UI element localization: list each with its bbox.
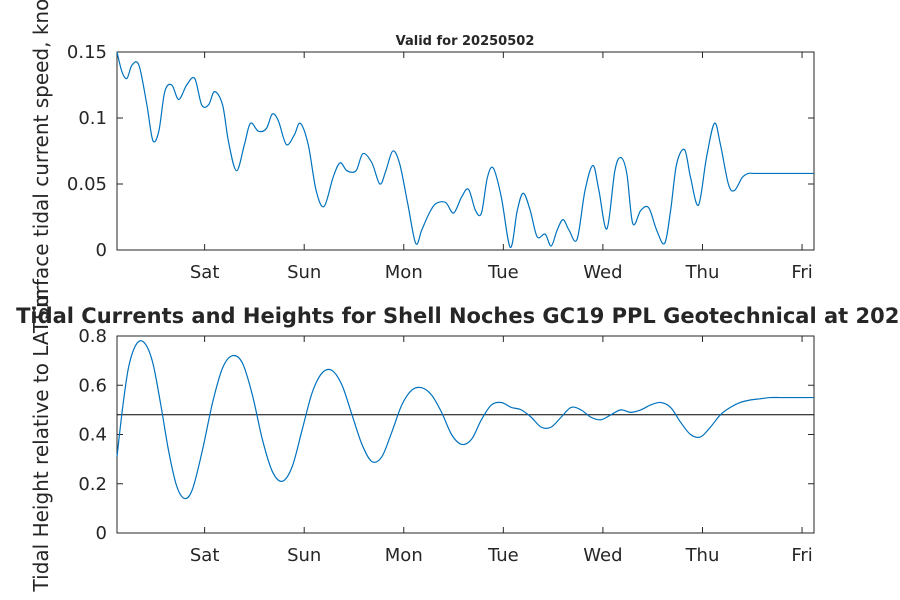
y-tick-label: 0.15 <box>67 42 107 63</box>
plot-area <box>116 335 815 534</box>
x-tick-label: Wed <box>583 262 622 283</box>
x-tick-label: Thu <box>685 545 720 566</box>
x-tick-label: Wed <box>583 545 622 566</box>
y-tick-label: 0.6 <box>78 375 107 396</box>
y-tick-label: 0.05 <box>67 174 107 195</box>
x-tick-label: Tue <box>487 545 519 566</box>
series-line <box>116 340 814 500</box>
y-axis-label: Surface tidal current speed, knots <box>29 0 53 320</box>
x-ticks: Sat Sun Mon Tue Wed Thu Fri <box>190 336 813 566</box>
y-axis-label: Tidal Height relative to LAT, m <box>29 289 53 593</box>
x-tick-label: Mon <box>385 545 423 566</box>
x-ticks: Sat Sun Mon Tue Wed Thu Fri <box>190 52 813 283</box>
plot-area <box>116 51 815 251</box>
y-tick-label: 0.4 <box>78 425 107 446</box>
y-ticks: 0 0.2 0.4 0.6 0.8 <box>78 326 814 544</box>
y-tick-label: 0.1 <box>78 108 107 129</box>
chart-title: Valid for 20250502 <box>396 34 535 49</box>
y-tick-label: 0.8 <box>78 326 107 347</box>
x-tick-label: Sat <box>190 545 220 566</box>
x-tick-label: Fri <box>791 545 812 566</box>
x-tick-label: Sat <box>190 262 220 283</box>
y-ticks: 0 0.05 0.1 0.15 <box>67 42 814 261</box>
y-tick-label: 0 <box>96 523 107 544</box>
series-line <box>116 51 814 248</box>
x-tick-label: Tue <box>487 262 519 283</box>
x-tick-label: Sun <box>287 545 321 566</box>
x-tick-label: Sun <box>287 262 321 283</box>
tidal-height-chart: 0 0.2 0.4 0.6 0.8 Sat Sun Mon Tue Wed Thu Fri Tida… <box>29 289 815 593</box>
x-tick-label: Fri <box>791 262 812 283</box>
x-tick-label: Mon <box>385 262 423 283</box>
figure-suptitle: Tidal Currents and Heights for Shell Noc… <box>16 304 900 328</box>
current-speed-chart: Valid for 20250502 0 0.05 0.1 0.15 Sat Sun Mo… <box>29 0 815 320</box>
y-tick-label: 0.2 <box>78 474 107 495</box>
y-tick-label: 0 <box>96 240 107 261</box>
x-tick-label: Thu <box>685 262 720 283</box>
